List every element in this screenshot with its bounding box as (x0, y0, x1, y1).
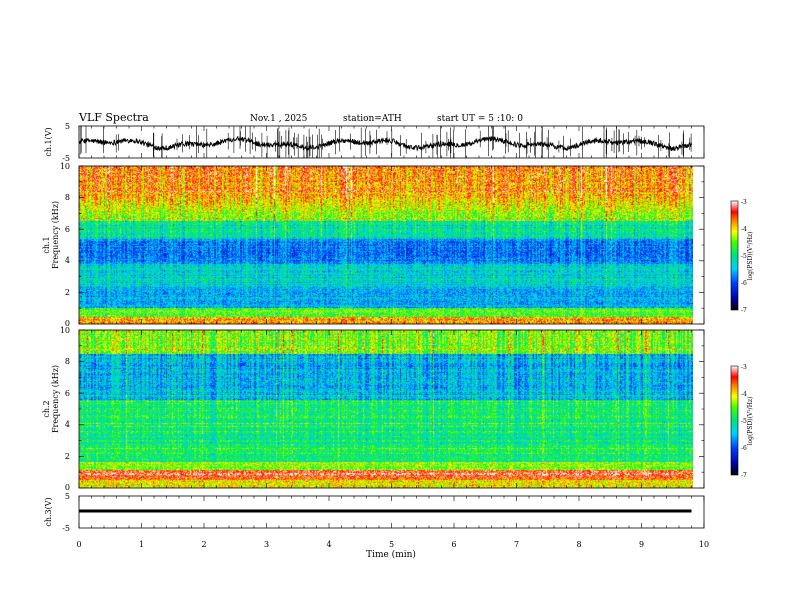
x-tick-label: 5 (389, 540, 394, 549)
x-tick-marks (78, 330, 705, 488)
x-tick-label: 10 (699, 540, 709, 549)
x-tick-label: 4 (326, 540, 331, 549)
ch1-waveform-ticks (78, 126, 705, 158)
ch1-waveform-spikes (79, 126, 692, 158)
ch1-ytick-0: 0 (65, 319, 70, 328)
ch3-waveform-panel: 5 -5 ch.3(V) (44, 492, 705, 533)
ch1-colorbar-scale (730, 200, 739, 311)
ch2-cbar-tick-m4: -4 (741, 391, 747, 398)
ch2-cbar-tick-m5: -5 (741, 418, 747, 425)
ch2-colorbar: -3 -4 -5 -6 -7 log(PSD)(V²/Hz) (730, 364, 754, 479)
ch2-spectrogram-panel: 0 2 4 6 8 10 ch.2 Frequency (kHz) (42, 326, 705, 492)
x-tick-label: 3 (264, 540, 269, 549)
ch2-colorbar-scale (730, 365, 739, 476)
x-tick-label: 0 (76, 540, 81, 549)
ch1-frequency-label: Frequency (kHz) (51, 201, 60, 269)
ch1-colorbar-label: log(PSD)(V²/Hz) (747, 232, 754, 281)
ch2-ytick-8: 8 (65, 357, 70, 366)
ch1-ytick-10: 10 (60, 162, 70, 171)
y-tick-marks (79, 329, 704, 489)
x-tick-marks (78, 126, 705, 158)
ch2-ytick-0: 0 (65, 483, 70, 492)
ch2-frequency-label: Frequency (kHz) (51, 365, 60, 433)
ch3-waveform-ticks (78, 496, 705, 528)
x-tick-label: 6 (451, 540, 456, 549)
ch1-cbar-tick-m5: -5 (741, 253, 747, 260)
ch1-spectrogram-ticks (78, 165, 705, 325)
ch1-spectrogram-panel: 0 2 4 6 8 10 ch.1 Frequency (kHz) (42, 162, 705, 328)
date-label: Nov.1 , 2025 (250, 114, 308, 124)
ch3-ytick-bottom: -5 (62, 524, 70, 533)
ch2-cbar-tick-m6: -6 (741, 445, 747, 452)
ch1-cbar-tick-m6: -6 (741, 280, 747, 287)
y-tick-marks (79, 165, 704, 325)
ch1-spectrogram-image (79, 166, 693, 324)
ch1-cbar-tick-m7: -7 (741, 307, 747, 314)
ch2-ytick-10: 10 (60, 326, 70, 335)
ch1-ylabel: ch.1(V) (44, 127, 53, 156)
ch1-ytick-6: 6 (65, 225, 70, 234)
ch1-ytick-2: 2 (65, 288, 70, 297)
x-axis-label: Time (min) (366, 549, 416, 560)
ch2-channel-label: ch.2 (42, 400, 51, 417)
x-tick-label: 1 (139, 540, 144, 549)
ch3-waveform-trace (79, 509, 692, 513)
x-tick-label: 9 (639, 540, 644, 549)
x-tick-label: 8 (576, 540, 581, 549)
ch1-waveform-trace (79, 136, 692, 152)
ch2-ytick-6: 6 (65, 389, 70, 398)
ch1-colorbar: -3 -4 -5 -6 -7 log(PSD)(V²/Hz) (730, 199, 754, 314)
ch1-cbar-tick-m4: -4 (741, 226, 747, 233)
ch2-ytick-2: 2 (65, 452, 70, 461)
start-ut-label: start UT = 5 :10: 0 (437, 114, 523, 124)
ch2-ytick-4: 4 (65, 420, 70, 429)
x-axis-tick-labels: 0 1 2 3 4 5 6 7 8 9 10 (76, 540, 709, 549)
ch1-ytick-top: 5 (65, 122, 70, 131)
ch2-colorbar-label: log(PSD)(V²/Hz) (747, 397, 754, 446)
ch2-cbar-tick-m7: -7 (741, 472, 747, 479)
x-tick-label: 7 (514, 540, 519, 549)
x-tick-label: 2 (201, 540, 206, 549)
ch3-ylabel: ch.3(V) (44, 497, 53, 526)
x-tick-marks (78, 496, 705, 528)
x-tick-marks (78, 166, 705, 324)
ch2-cbar-tick-m3: -3 (741, 364, 747, 371)
ch3-ytick-top: 5 (65, 492, 70, 501)
figure-title: VLF Spectra (78, 111, 149, 124)
ch2-spectrogram-ticks (78, 329, 705, 489)
ch1-ytick-8: 8 (65, 193, 70, 202)
ch1-ytick-bottom: -5 (62, 154, 70, 163)
ch1-ytick-4: 4 (65, 256, 70, 265)
ch1-channel-label: ch.1 (42, 236, 51, 253)
ch2-spectrogram-image (79, 330, 693, 488)
station-label: station=ATH (343, 114, 402, 124)
ch1-waveform-panel: 5 -5 ch.1(V) (44, 122, 705, 163)
ch1-cbar-tick-m3: -3 (741, 199, 747, 206)
